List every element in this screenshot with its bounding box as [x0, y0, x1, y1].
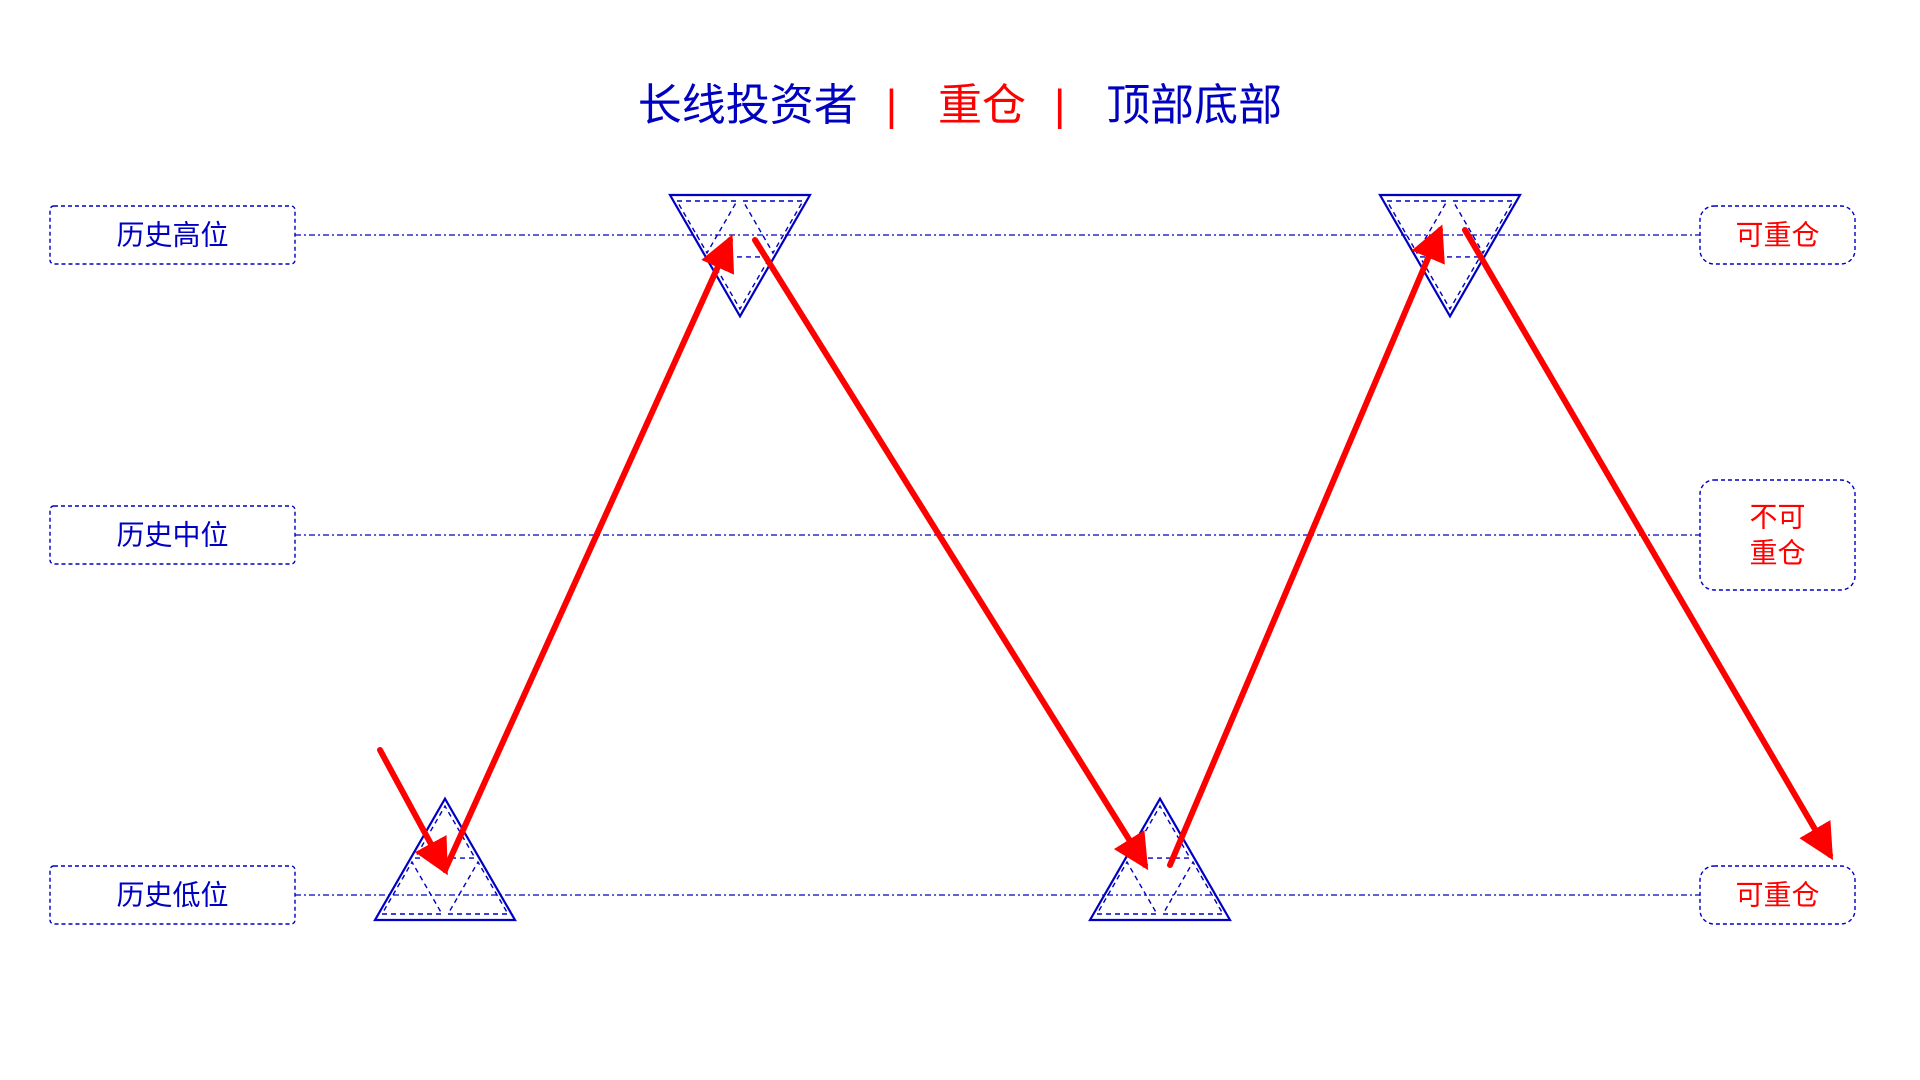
- right-box-label-low: 可重仓: [1735, 880, 1819, 911]
- arrow-segment-1: [445, 240, 730, 870]
- left-box-low: 历史低位: [50, 866, 295, 924]
- title-part: 顶部底部: [1106, 81, 1282, 130]
- title-part: 重仓: [938, 81, 1026, 130]
- right-box-high: 可重仓: [1700, 206, 1855, 264]
- left-box-label-mid: 历史中位: [116, 520, 228, 551]
- left-box-high: 历史高位: [50, 206, 295, 264]
- arrow-segment-2: [755, 240, 1145, 865]
- arrow-path: [380, 230, 1830, 870]
- title: 长线投资者 | 重仓 | 顶部底部: [638, 81, 1282, 130]
- title-part: |: [1054, 81, 1065, 130]
- right-box-label-mid: 不可: [1749, 501, 1805, 532]
- triangle-top-1: [1380, 195, 1520, 316]
- right-box-mid: 不可重仓: [1700, 480, 1855, 590]
- triangle-bottom-0: [375, 799, 515, 920]
- title-part: 长线投资者: [638, 81, 858, 130]
- arrow-segment-0: [380, 750, 445, 870]
- title-part: |: [886, 81, 897, 130]
- left-box-label-low: 历史低位: [116, 880, 228, 911]
- arrow-segment-3: [1170, 230, 1440, 865]
- triangle-bottom-1: [1090, 799, 1230, 920]
- right-box-label-mid: 重仓: [1749, 538, 1805, 569]
- right-box-low: 可重仓: [1700, 866, 1855, 924]
- right-box-label-high: 可重仓: [1735, 220, 1819, 251]
- left-box-mid: 历史中位: [50, 506, 295, 564]
- left-box-label-high: 历史高位: [116, 220, 228, 251]
